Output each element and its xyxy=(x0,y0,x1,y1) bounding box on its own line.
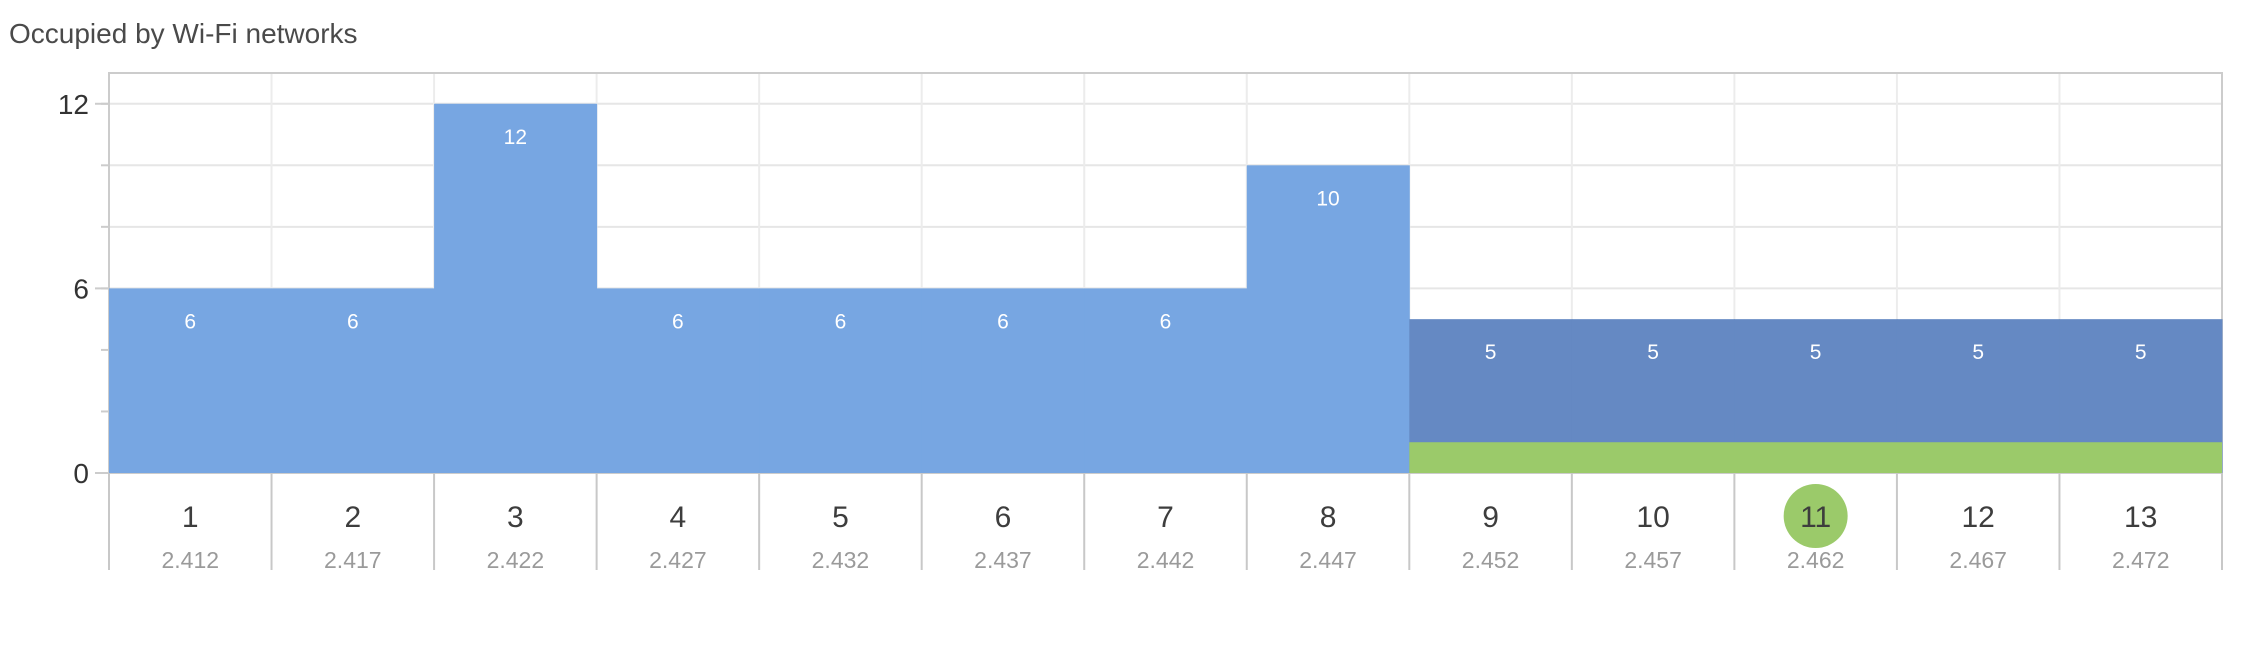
bar-value-label: 12 xyxy=(504,126,527,149)
bars: 6 6 12 6 6 6 6 10 5 5 5 5 5 xyxy=(109,103,2223,474)
bar xyxy=(1084,288,1248,473)
frequency-label: 2.437 xyxy=(974,547,1032,573)
bar-value-label: 6 xyxy=(997,310,1009,333)
x-tick-label: 7 xyxy=(1157,501,1174,534)
x-tick-label: 8 xyxy=(1320,501,1337,534)
current-channel-marker xyxy=(1783,484,1848,548)
frequency-label: 2.472 xyxy=(2112,547,2170,573)
bar-value-label: 6 xyxy=(835,310,847,333)
bar-value-label: 6 xyxy=(347,310,359,333)
y-tick-label: 6 xyxy=(73,273,89,304)
frequency-label: 2.427 xyxy=(649,547,707,573)
frequency-label: 2.457 xyxy=(1624,547,1682,573)
bar-value-label: 5 xyxy=(1810,341,1822,364)
bar xyxy=(109,288,273,473)
x-tick-label: 5 xyxy=(832,501,849,534)
y-tick-label: 12 xyxy=(58,89,89,120)
frequency-label: 2.432 xyxy=(812,547,870,573)
frequency-label: 2.467 xyxy=(1949,547,2007,573)
frequency-label: 2.422 xyxy=(487,547,545,573)
x-tick-label: 6 xyxy=(995,501,1012,534)
x-tick-label: 10 xyxy=(1636,501,1669,534)
bar-value-label: 5 xyxy=(1647,341,1659,364)
x-tick-label: 3 xyxy=(507,501,524,534)
frequency-label: 2.447 xyxy=(1299,547,1357,573)
frequency-label: 2.462 xyxy=(1787,547,1845,573)
axes: 0 6 12 1 2.412 2 2.417 3 2.422 4 2.427 5 2.432 6 2.437… xyxy=(58,89,2223,573)
frequency-label: 2.417 xyxy=(324,547,382,573)
bar-value-label: 6 xyxy=(184,310,196,333)
bar xyxy=(596,288,760,473)
x-tick-label: 12 xyxy=(1962,501,1995,534)
bar xyxy=(271,288,435,473)
frequency-label: 2.412 xyxy=(161,547,219,573)
frequency-label: 2.442 xyxy=(1137,547,1195,573)
x-tick-label: 2 xyxy=(344,501,361,534)
bar xyxy=(434,103,598,474)
x-tick-label: 13 xyxy=(2124,501,2157,534)
bar-value-label: 5 xyxy=(2135,341,2147,364)
bar-value-label: 6 xyxy=(1160,310,1172,333)
x-tick-label: 11 xyxy=(1800,501,1831,534)
bar-value-label: 5 xyxy=(1485,341,1497,364)
bar xyxy=(921,288,1085,473)
bar xyxy=(759,288,923,473)
highlight-band xyxy=(1409,442,2222,473)
x-tick-label: 9 xyxy=(1482,501,1499,534)
bar xyxy=(1246,165,1410,474)
chart-title: Occupied by Wi-Fi networks xyxy=(9,18,358,49)
x-tick-label: 4 xyxy=(670,501,687,534)
bar-value-label: 5 xyxy=(1972,341,1984,364)
y-tick-label: 0 xyxy=(73,458,89,489)
frequency-label: 2.452 xyxy=(1462,547,1520,573)
bar-value-label: 6 xyxy=(672,310,684,333)
bar-value-label: 10 xyxy=(1316,187,1339,210)
x-tick-label: 1 xyxy=(182,501,199,534)
